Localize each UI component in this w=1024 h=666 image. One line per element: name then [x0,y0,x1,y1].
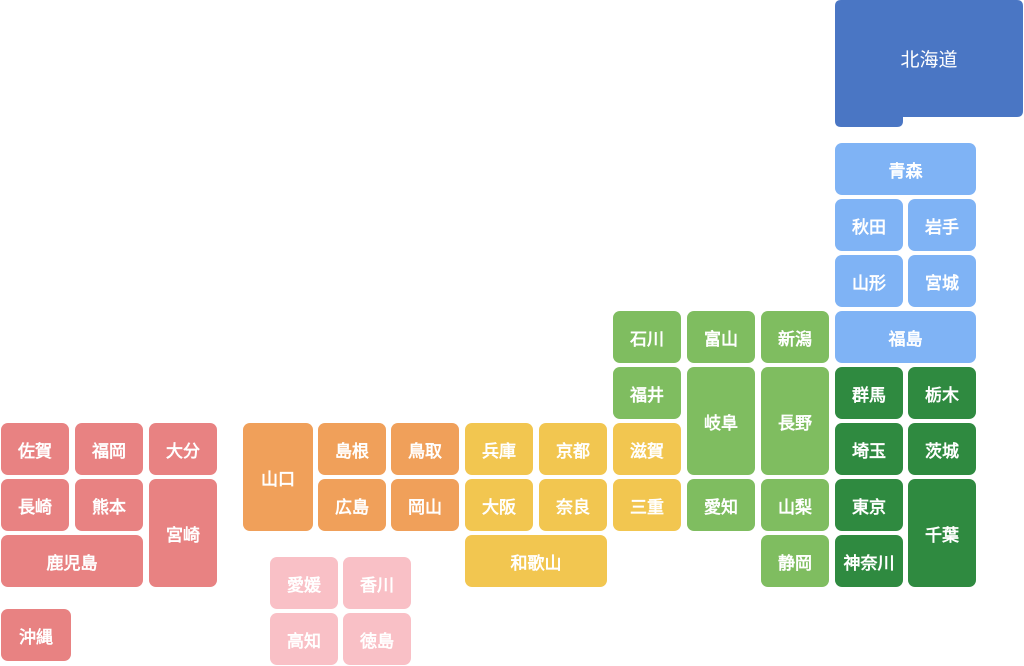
prefecture-tile: 福井 [613,367,681,419]
prefecture-tile: 福島 [835,311,976,363]
prefecture-tile: 長崎 [1,479,69,531]
prefecture-tile: 愛知 [687,479,755,531]
prefecture-tile: 神奈川 [835,535,903,587]
prefecture-tile: 佐賀 [1,423,69,475]
prefecture-tile: 鹿児島 [1,535,143,587]
prefecture-tile: 石川 [613,311,681,363]
prefecture-tile: 大阪 [465,479,533,531]
hokkaido-tile [835,0,1023,127]
prefecture-tile: 青森 [835,143,976,195]
prefecture-tile: 山口 [243,423,313,531]
prefecture-tile: 島根 [318,423,386,475]
prefecture-tile: 鳥取 [391,423,459,475]
prefecture-label: 北海道 [900,49,958,71]
prefecture-tile: 福岡 [75,423,143,475]
prefecture-tile: 広島 [318,479,386,531]
prefecture-tile: 山形 [835,255,903,307]
prefecture-tile: 大分 [149,423,217,475]
prefecture-tile: 宮崎 [149,479,217,587]
prefecture-tile: 茨城 [908,423,976,475]
prefecture-tile: 山梨 [761,479,829,531]
prefecture-tile: 和歌山 [465,535,607,587]
prefecture-tile: 東京 [835,479,903,531]
prefecture-tile: 高知 [270,613,338,665]
prefecture-tile: 岡山 [391,479,459,531]
prefecture-tile: 京都 [539,423,607,475]
prefecture-tile: 滋賀 [613,423,681,475]
prefecture-tile: 香川 [343,557,411,609]
prefecture-tile: 秋田 [835,199,903,251]
prefecture-tile: 三重 [613,479,681,531]
prefecture-tile: 栃木 [908,367,976,419]
prefecture-tile: 静岡 [761,535,829,587]
prefecture-tile: 沖縄 [1,609,71,661]
prefecture-tile: 岩手 [908,199,976,251]
prefecture-tile: 千葉 [908,479,976,587]
prefecture-tile: 富山 [687,311,755,363]
prefecture-tile: 兵庫 [465,423,533,475]
prefecture-tile: 岐阜 [687,367,755,475]
prefecture-tile: 徳島 [343,613,411,665]
prefecture-tile: 新潟 [761,311,829,363]
prefecture-tile: 長野 [761,367,829,475]
prefecture-tile: 埼玉 [835,423,903,475]
prefecture-tile: 群馬 [835,367,903,419]
prefecture-tile: 宮城 [908,255,976,307]
prefecture-tile: 愛媛 [270,557,338,609]
prefecture-tile: 奈良 [539,479,607,531]
prefecture-tile: 熊本 [75,479,143,531]
